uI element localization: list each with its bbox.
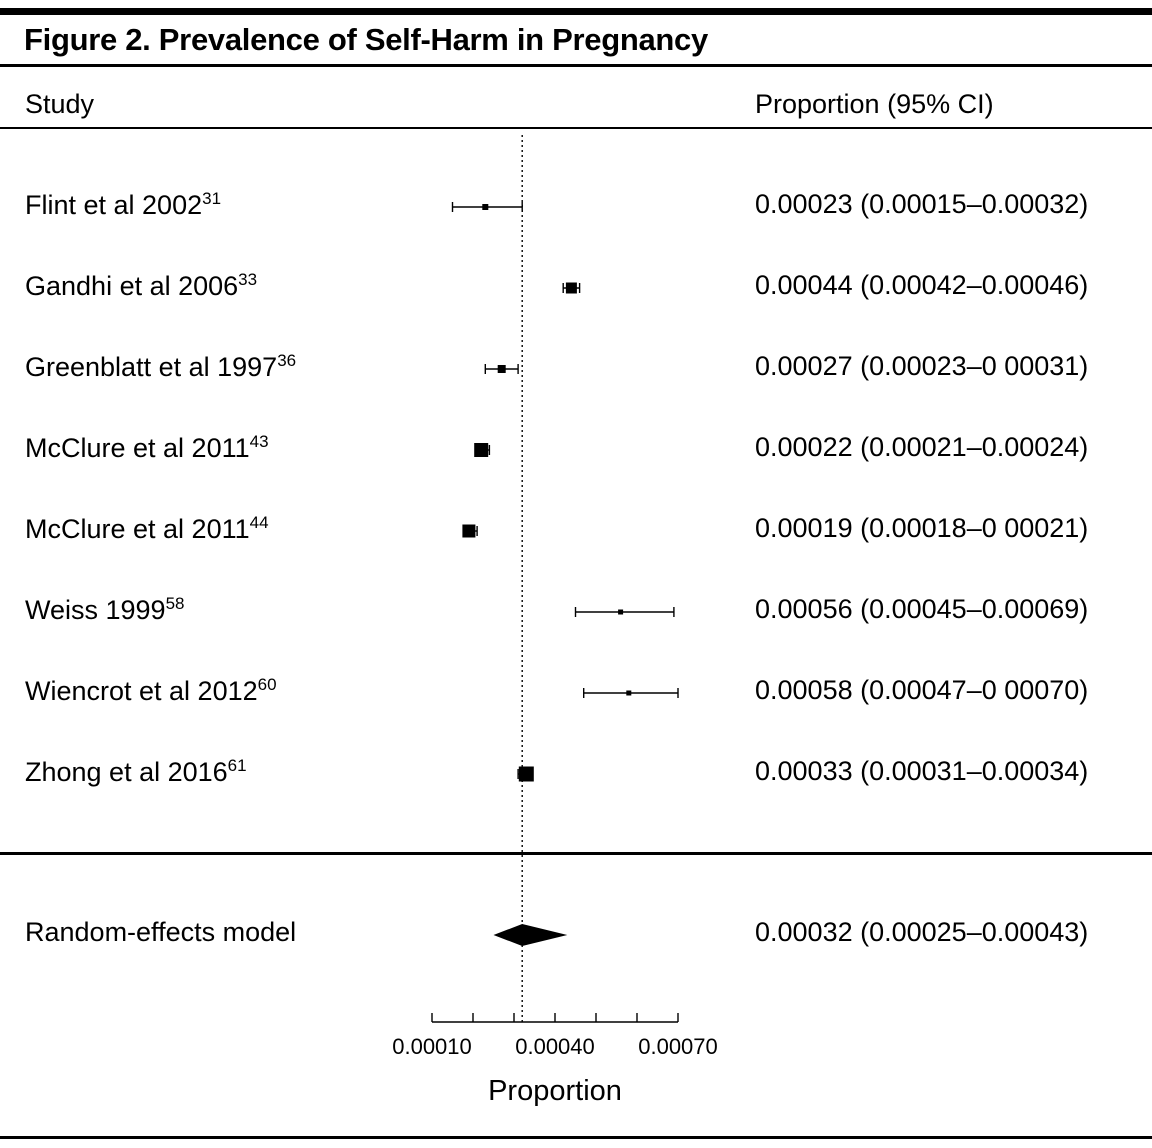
marker-square [482,204,489,210]
marker-square [462,524,476,538]
bottom-rule [0,1136,1152,1139]
study-plot-marks [562,282,581,294]
study-plot-marks [474,443,491,457]
summary-diamond [493,924,568,946]
marker-square [626,690,632,696]
top-rule [0,8,1152,15]
marker-square [618,609,624,615]
x-axis-tick-label: 0.00040 [515,1034,595,1059]
figure-title: Figure 2. Prevalence of Self-Harm in Pre… [24,22,708,57]
header-rule [0,127,1152,129]
marker-square [518,766,534,782]
title-rule [0,64,1152,67]
column-header-study: Study [25,89,95,119]
study-plot-marks [462,524,478,538]
x-axis-tick-label: 0.00070 [638,1034,718,1059]
column-header-proportion: Proportion (95% CI) [755,89,994,119]
x-axis-title: Proportion [488,1075,622,1107]
marker-square [474,443,489,457]
study-plot-marks [484,364,519,374]
study-plot-marks [451,202,523,212]
study-plot-marks [574,607,675,617]
study-plot-marks [517,766,534,782]
marker-square [565,282,577,294]
section-rule [0,852,1152,855]
marker-square [497,365,506,373]
x-axis-tick-label: 0.00010 [392,1034,472,1059]
study-plot-marks [583,688,679,698]
